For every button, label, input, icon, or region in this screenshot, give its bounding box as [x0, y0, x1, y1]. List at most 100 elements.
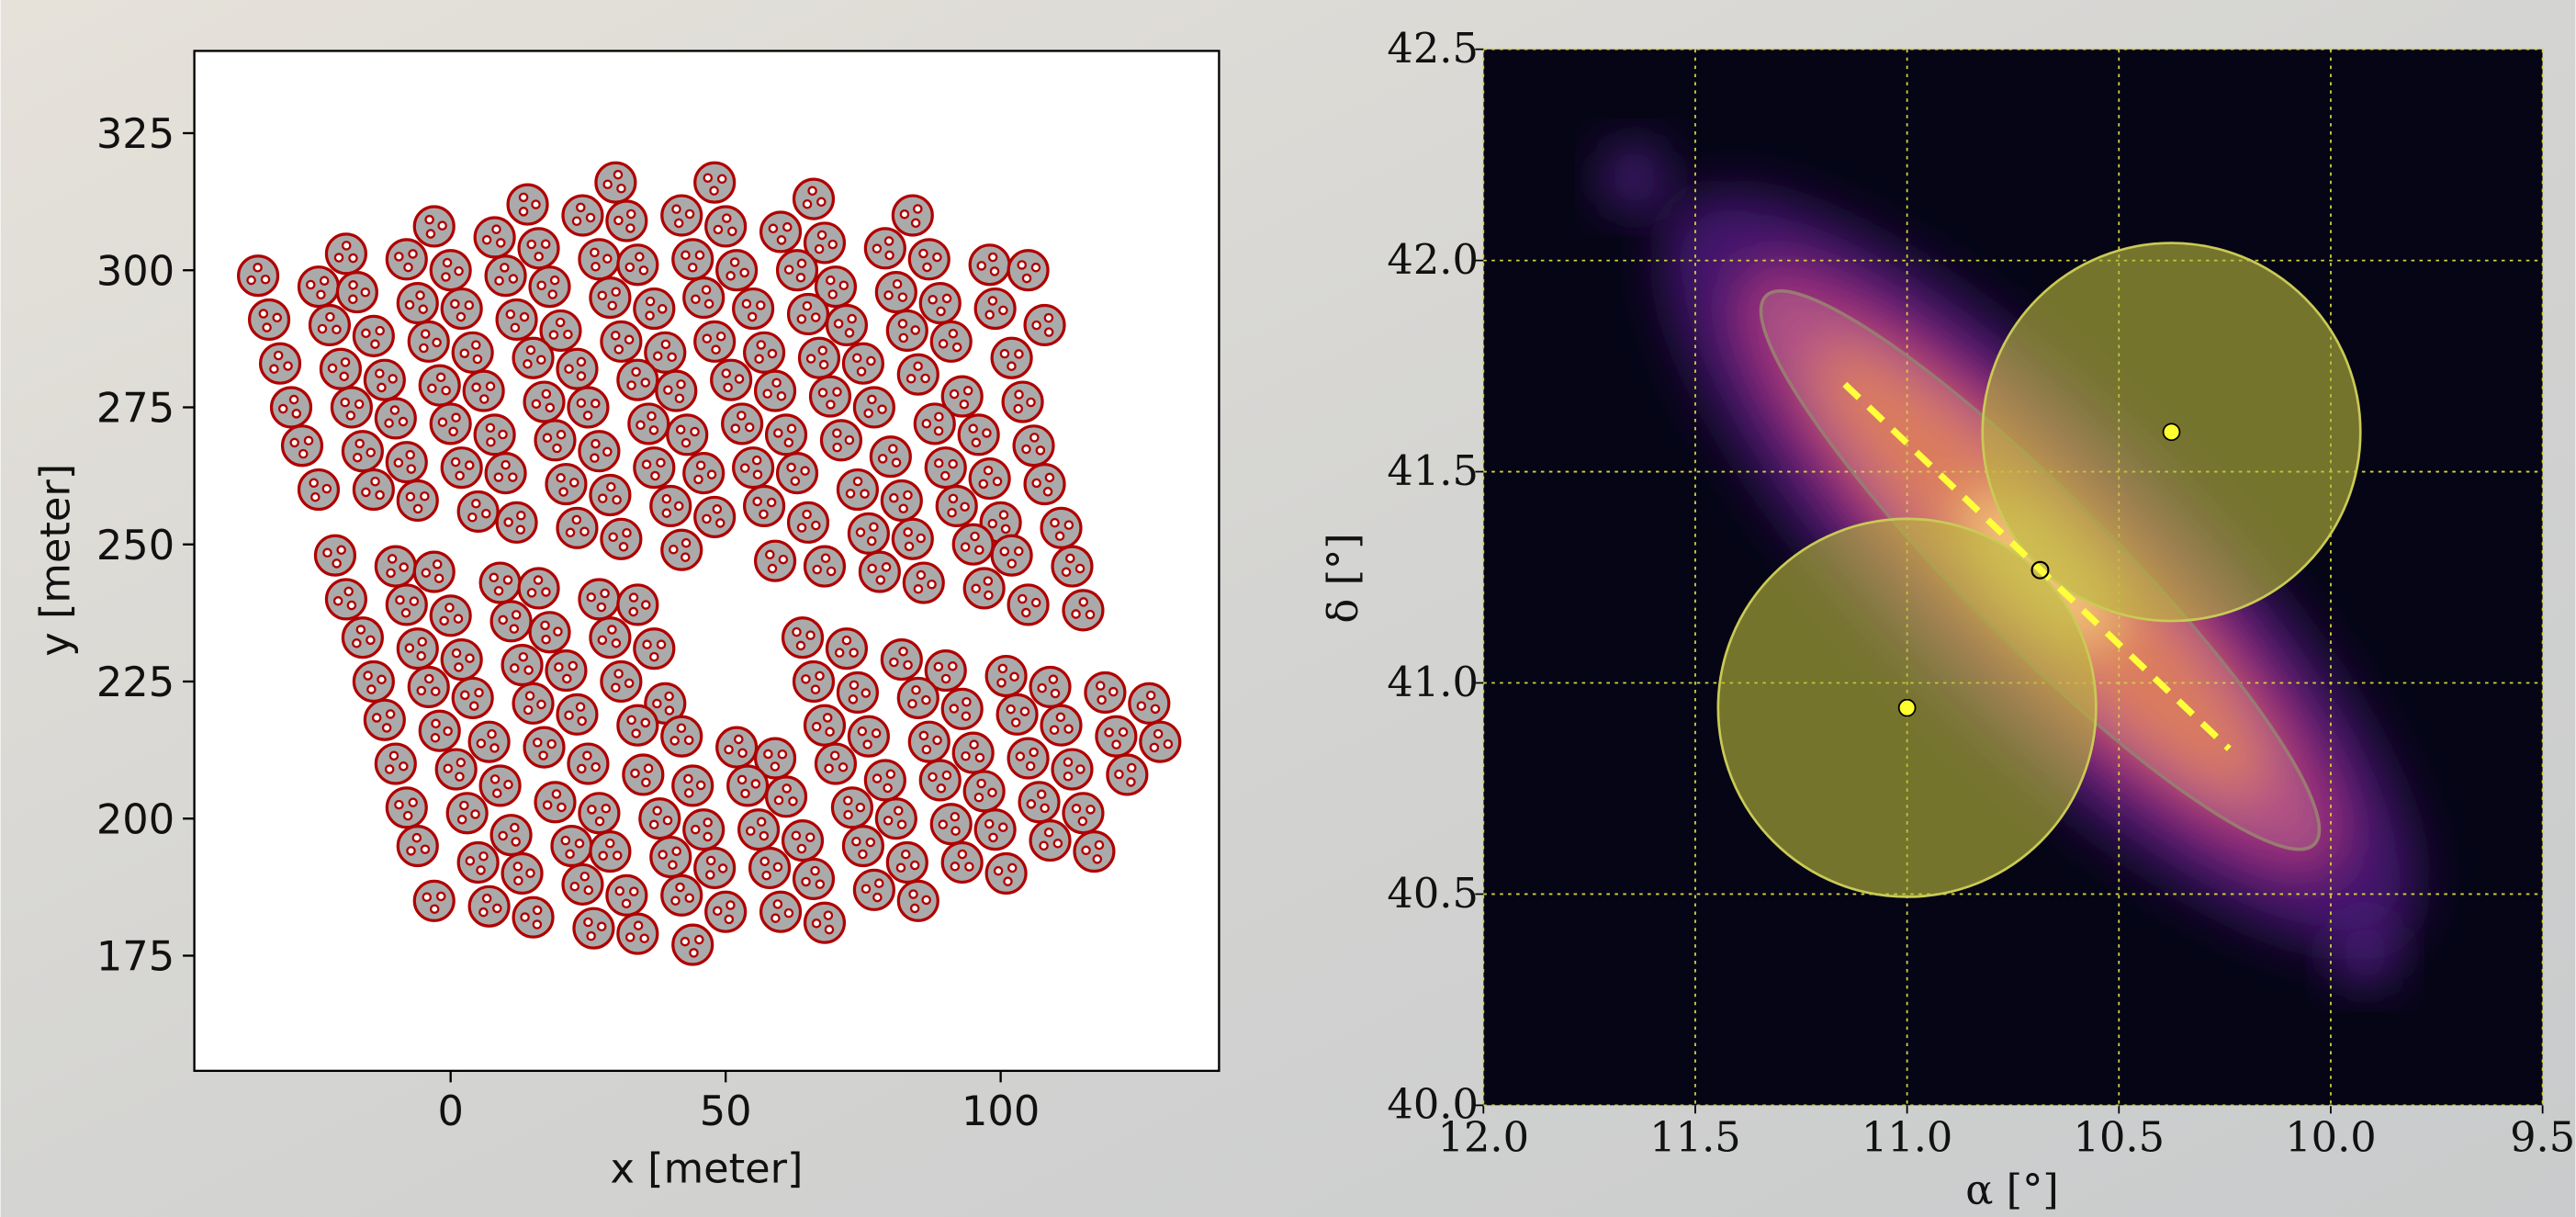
tank [992, 535, 1031, 575]
tank-hole [387, 710, 394, 717]
tank-hole [1027, 762, 1034, 770]
tank-body [1052, 547, 1092, 586]
tank-hole [534, 576, 542, 583]
tank [651, 838, 691, 877]
tank [591, 278, 630, 318]
tank-hole [775, 796, 782, 804]
tank-body [712, 360, 751, 400]
tank-hole [539, 751, 546, 759]
tank [591, 832, 630, 872]
tank-body [662, 530, 702, 569]
tank-hole [546, 404, 554, 411]
tank-hole [455, 615, 462, 623]
tank [596, 163, 636, 202]
tank [1008, 585, 1048, 625]
tank-hole [609, 302, 616, 310]
tank [970, 245, 1009, 285]
tank-body [876, 273, 916, 312]
tank-hole [500, 832, 507, 840]
tank-hole [599, 292, 606, 299]
tank-hole [1151, 744, 1158, 751]
tank-body [794, 179, 834, 219]
tank-body [734, 448, 773, 488]
tank-hole [542, 588, 549, 595]
tank-body [1025, 465, 1064, 504]
tank-hole [523, 360, 531, 367]
tank-hole [813, 919, 820, 927]
tank-body [442, 289, 481, 329]
tank-hole [673, 848, 681, 855]
tank-hole [951, 813, 959, 820]
tank-hole [1008, 560, 1016, 568]
tank-hole [922, 696, 929, 704]
tank-hole [1007, 705, 1015, 713]
tank-hole [760, 832, 768, 840]
tank-body [887, 843, 927, 883]
tank-hole [1007, 363, 1015, 370]
tank-body [513, 338, 553, 377]
tank-body [970, 459, 1009, 499]
tank [942, 843, 982, 883]
tank-hole [741, 269, 748, 276]
tank [651, 486, 691, 525]
tank-hole [472, 500, 479, 507]
tank-hole [385, 420, 392, 427]
tank-hole [658, 305, 666, 312]
tank-body [651, 838, 691, 877]
tank-hole [703, 335, 711, 343]
tank-hole [1128, 764, 1135, 772]
tank-body [557, 508, 597, 547]
tank-hole [643, 641, 650, 648]
tank [1041, 705, 1081, 745]
tank-body [964, 569, 1004, 608]
tank-body [767, 415, 806, 455]
tank-hole [408, 465, 415, 472]
tank [684, 454, 724, 493]
tank-hole [872, 729, 880, 737]
tank-hole [577, 204, 584, 211]
tank [299, 267, 339, 307]
tank-hole [557, 431, 565, 438]
tank-hole [905, 528, 912, 535]
tank [838, 672, 877, 712]
tank-hole [873, 774, 881, 782]
tank-hole [951, 862, 959, 870]
tank-body [811, 377, 850, 416]
tank [261, 344, 300, 383]
tank-hole [431, 906, 438, 913]
tank-hole [603, 255, 611, 263]
tank-hole [423, 894, 431, 901]
tank-hole [353, 639, 360, 647]
tank-body [535, 421, 575, 460]
tank-hole [642, 779, 649, 786]
tank-hole [798, 315, 805, 322]
tank-hole [719, 864, 726, 872]
tank-hole [551, 276, 558, 284]
tank-hole [862, 885, 870, 893]
tank-hole [651, 472, 658, 479]
tank-hole [578, 400, 585, 407]
tank-hole [1097, 682, 1104, 689]
tank-hole [588, 932, 595, 940]
tank-body [821, 421, 861, 460]
tank [1052, 547, 1092, 586]
tank-hole [407, 847, 414, 854]
tank [783, 618, 823, 658]
tank [469, 886, 509, 926]
tank-hole [986, 311, 994, 319]
tank-hole [1002, 525, 1009, 533]
tank-hole [852, 838, 860, 845]
tank-hole [333, 559, 341, 567]
heatmap-blob [2335, 923, 2394, 982]
tank-body [420, 366, 459, 405]
tank-body [343, 618, 382, 658]
tank-hole [625, 680, 633, 687]
tank-body [239, 256, 278, 296]
tank-hole [493, 790, 501, 797]
tank-hole [578, 358, 585, 366]
tank-hole [439, 419, 446, 426]
tank-hole [279, 405, 287, 412]
tank-body [1030, 667, 1070, 706]
tank [387, 585, 426, 625]
tank [986, 853, 1026, 893]
